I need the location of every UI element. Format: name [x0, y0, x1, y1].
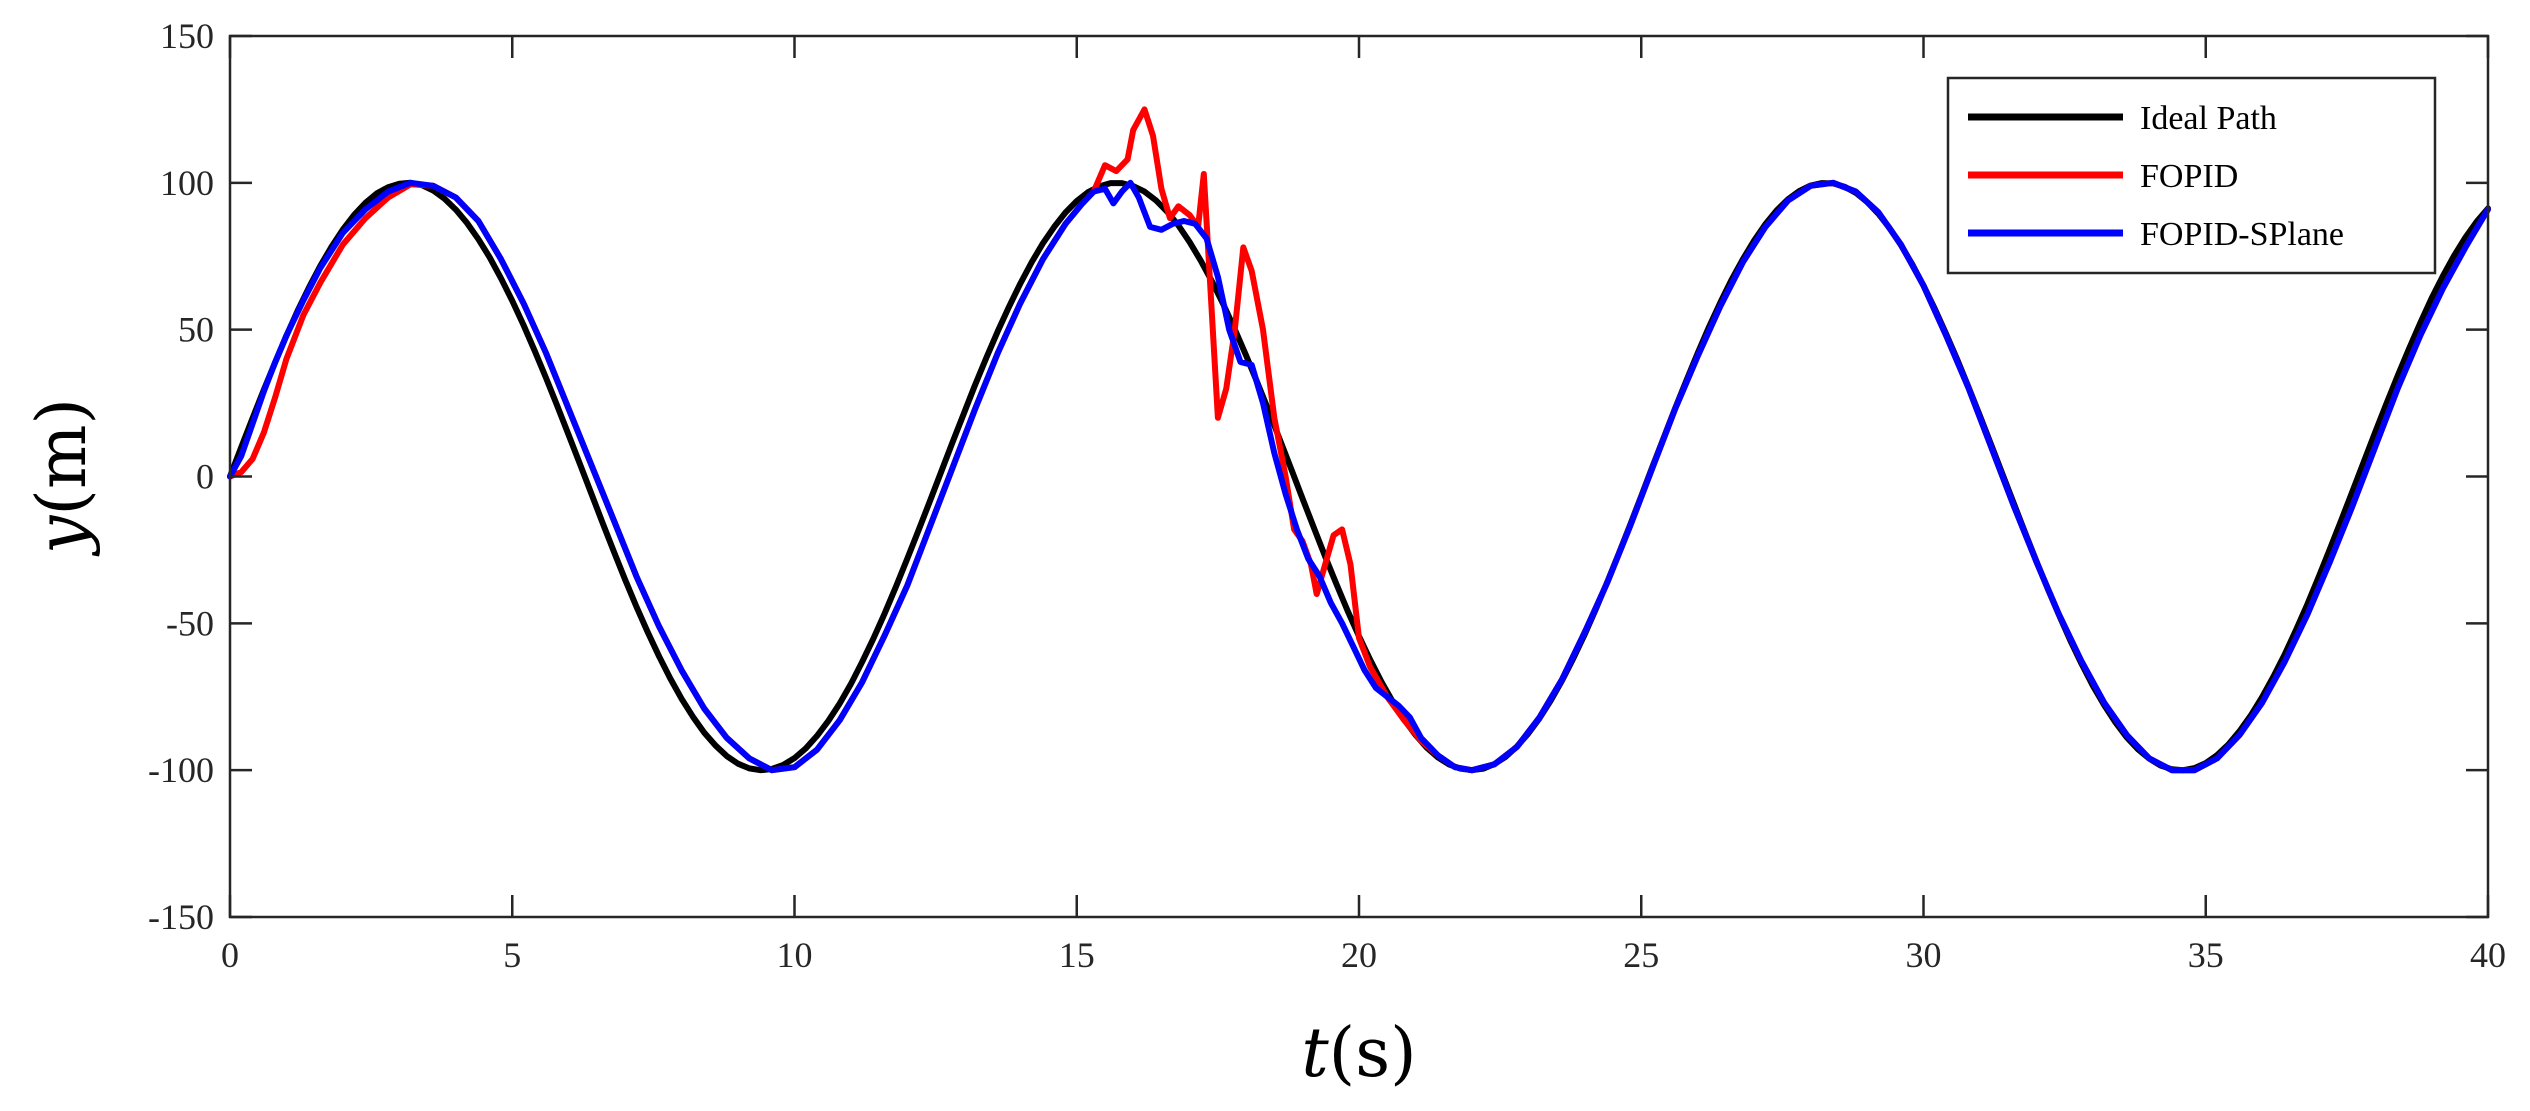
x-axis-title: t(s) — [1301, 1014, 1416, 1093]
legend: Ideal Path FOPID FOPID-SPlane — [1946, 76, 2437, 275]
x-tick-label: 20 — [1341, 935, 1377, 975]
x-tick-label: 5 — [503, 935, 521, 975]
y-tick-label: 50 — [178, 310, 214, 350]
y-tick-label: -100 — [148, 750, 214, 790]
y-axis-unit: (m) — [23, 398, 102, 516]
x-tick-label: 0 — [221, 935, 239, 975]
x-tick-label: 35 — [2188, 935, 2224, 975]
x-tick-label: 10 — [777, 935, 813, 975]
series-line-fopid-splane — [227, 179, 2491, 774]
legend-label-fopid: FOPID — [2140, 158, 2238, 195]
x-axis-unit: (s) — [1329, 1014, 1417, 1093]
x-axis-variable: t — [1301, 1014, 1329, 1093]
y-axis-title: y(m) — [23, 398, 102, 557]
x-tick-label: 15 — [1059, 935, 1095, 975]
y-tick-label: 100 — [160, 163, 214, 203]
y-tick-label: -150 — [148, 897, 214, 937]
series-layer — [227, 106, 2491, 774]
x-tick-label: 30 — [1906, 935, 1942, 975]
x-tick-label: 25 — [1623, 935, 1659, 975]
x-tick-label: 40 — [2470, 935, 2506, 975]
legend-label-fopid-splane: FOPID-SPlane — [2140, 216, 2344, 253]
y-tick-label: -50 — [166, 603, 214, 643]
y-axis-variable: y — [23, 514, 102, 557]
legend-label-ideal-path: Ideal Path — [2140, 100, 2277, 137]
y-tick-label: 150 — [160, 16, 214, 56]
tick-layer: 0 5 10 15 20 25 30 35 40 150 100 50 0 -50 -100 -150 — [148, 16, 2506, 975]
y-tick-label: 0 — [196, 457, 214, 497]
